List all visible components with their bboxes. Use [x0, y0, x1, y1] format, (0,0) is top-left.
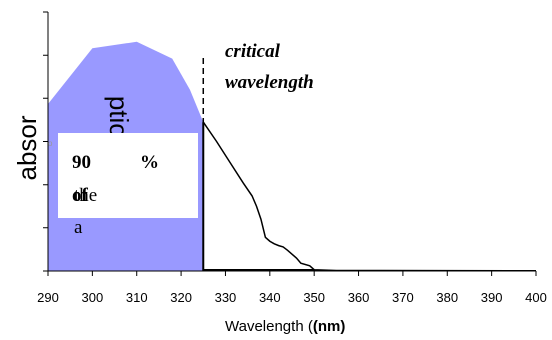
y-axis-label: absor — [12, 115, 42, 180]
x-tick-label: 360 — [348, 290, 370, 305]
x-tick-label: 380 — [436, 290, 458, 305]
ticks-layer: 290 300 310 320 330 340 350 360 370 380 390 400 — [37, 11, 547, 305]
callout-box — [58, 133, 198, 218]
absorption-curve — [202, 121, 537, 272]
x-tick-label: 330 — [215, 290, 237, 305]
x-tick-label: 310 — [126, 290, 148, 305]
callout-value: 90 — [72, 152, 91, 173]
x-axis-label: Wavelength ((nm) — [225, 318, 345, 335]
x-tick-label: 350 — [303, 290, 325, 305]
x-tick-label: 300 — [82, 290, 104, 305]
annot-layer: absor ption o 90 % of the a critical wav… — [12, 41, 345, 335]
line-layer — [202, 58, 537, 272]
x-tick-label: 390 — [481, 290, 503, 305]
x-axis-label-main: Wavelength ( — [225, 318, 313, 335]
callout-the: the — [74, 185, 97, 206]
critical-label-line1: critical — [225, 41, 281, 62]
callout-percent: % — [140, 152, 159, 173]
callout-tiny-text: o — [48, 139, 53, 148]
x-axis-label-unit: (nm) — [313, 318, 346, 335]
x-tick-label: 340 — [259, 290, 281, 305]
x-tick-label: 290 — [37, 290, 59, 305]
callout-a: a — [74, 217, 83, 238]
x-tick-label: 400 — [525, 290, 547, 305]
callout-of: of — [72, 185, 89, 206]
x-tick-label: 320 — [170, 290, 192, 305]
critical-label-line2: wavelength — [225, 72, 314, 93]
x-tick-label: 370 — [392, 290, 414, 305]
